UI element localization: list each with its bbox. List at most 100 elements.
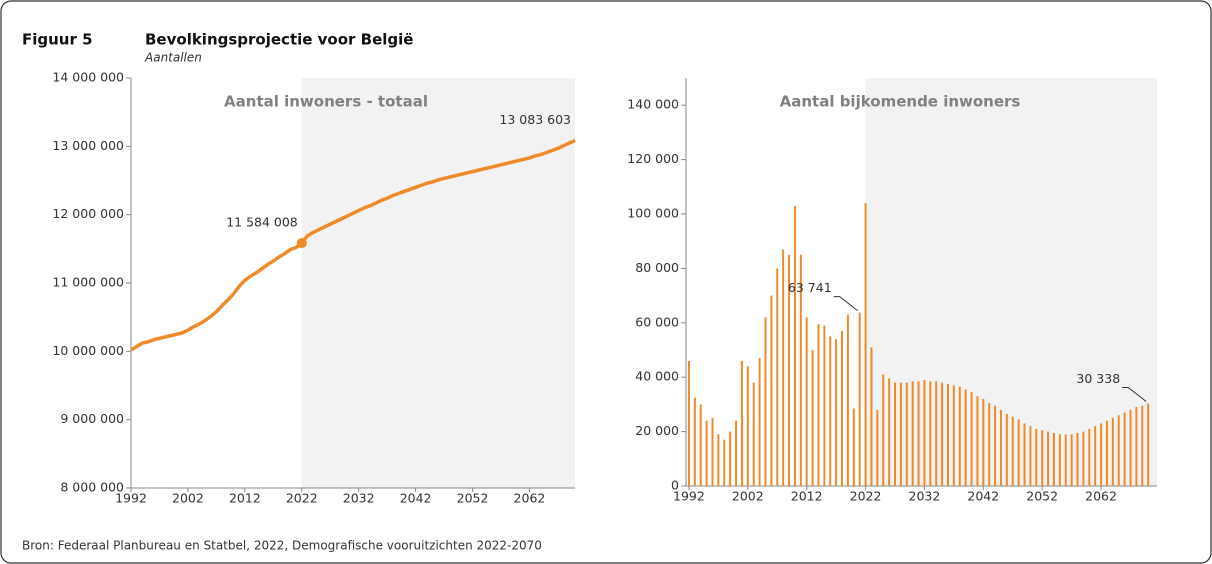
x-tick-label: 1992 (115, 491, 147, 506)
y-tick-label: 120 000 (627, 151, 679, 166)
y-tick-label: 100 000 (627, 206, 679, 221)
bar (699, 404, 702, 486)
chart-title: Aantal inwoners - totaal (224, 93, 428, 111)
bar (1052, 432, 1055, 486)
x-tick-label: 2002 (732, 489, 764, 504)
bar (852, 408, 855, 486)
bar (835, 339, 838, 486)
y-tick-label: 20 000 (635, 423, 679, 438)
x-tick-label: 2052 (1026, 489, 1058, 504)
bar (952, 385, 955, 486)
bar (758, 358, 761, 486)
bar (946, 384, 949, 486)
bar (882, 374, 885, 486)
bar (876, 409, 879, 486)
bar (1041, 430, 1044, 486)
bar (958, 386, 961, 486)
y-tick-label: 10 000 000 (52, 343, 124, 358)
value-label: 11 584 008 (226, 215, 298, 230)
bar (870, 347, 873, 486)
bar (1105, 420, 1108, 486)
bar (717, 434, 720, 486)
bar (964, 389, 967, 486)
bar (858, 312, 861, 486)
bar (776, 268, 779, 486)
x-tick-label: 2062 (1085, 489, 1117, 504)
figure-subtitle: Aantallen (144, 51, 202, 65)
bar (1094, 426, 1097, 486)
bar (1070, 434, 1073, 486)
bar (729, 431, 732, 486)
bar (894, 382, 897, 486)
bar (705, 420, 708, 486)
bar (1005, 413, 1008, 486)
bar (693, 397, 696, 486)
x-tick-label: 1992 (673, 489, 705, 504)
bar (1082, 431, 1085, 486)
bar (888, 378, 891, 486)
bar (1035, 428, 1038, 486)
bar (1058, 434, 1061, 486)
bar (829, 336, 832, 486)
figure-number: Figuur 5 (22, 31, 93, 49)
x-tick-label: 2032 (343, 491, 375, 506)
y-tick-label: 140 000 (627, 97, 679, 112)
bar (864, 203, 867, 486)
bar (1111, 418, 1114, 486)
projection-shade (301, 78, 575, 488)
chart-title: Aantal bijkomende inwoners (780, 93, 1021, 111)
bar (846, 314, 849, 486)
x-tick-label: 2012 (229, 491, 261, 506)
bar (929, 381, 932, 486)
bar (988, 403, 991, 486)
bar (740, 360, 743, 486)
bar (770, 295, 773, 486)
value-label: 63 741 (788, 280, 832, 295)
y-tick-label: 11 000 000 (52, 275, 124, 290)
bar (923, 379, 926, 486)
y-tick-label: 40 000 (635, 369, 679, 384)
y-tick-label: 80 000 (635, 260, 679, 275)
bar (811, 350, 814, 486)
y-tick-label: 9 000 000 (60, 411, 124, 426)
bar (1088, 428, 1091, 486)
bar (1100, 423, 1103, 486)
bar (1129, 409, 1132, 486)
bar (1117, 415, 1120, 486)
x-tick-label: 2042 (967, 489, 999, 504)
x-tick-label: 2022 (286, 491, 318, 506)
source: Bron: Federaal Planbureau en Statbel, 20… (22, 539, 542, 553)
bar (1064, 434, 1067, 486)
x-tick-label: 2062 (514, 491, 546, 506)
leader-line (1122, 386, 1147, 402)
x-tick-label: 2012 (791, 489, 823, 504)
bar (687, 360, 690, 486)
projection-shade (865, 78, 1157, 486)
bar (1029, 426, 1032, 486)
bar (911, 381, 914, 486)
bar (935, 381, 938, 486)
y-tick-label: 0 (671, 478, 679, 493)
bar (788, 254, 791, 486)
bar (1011, 416, 1014, 486)
bar (723, 439, 726, 486)
x-tick-label: 2032 (909, 489, 941, 504)
bar (1141, 405, 1144, 486)
bar (982, 398, 985, 486)
bar (711, 418, 714, 486)
bar (1017, 419, 1020, 486)
bar (1076, 432, 1079, 486)
y-tick-label: 8 000 000 (60, 480, 124, 495)
bar (823, 325, 826, 486)
bar (817, 324, 820, 486)
bar (841, 330, 844, 486)
population-line (130, 138, 576, 352)
bar (805, 317, 808, 486)
bar (970, 392, 973, 486)
bar (1047, 431, 1050, 486)
bar (782, 249, 785, 486)
x-tick-label: 2042 (400, 491, 432, 506)
x-tick-label: 2002 (172, 491, 204, 506)
